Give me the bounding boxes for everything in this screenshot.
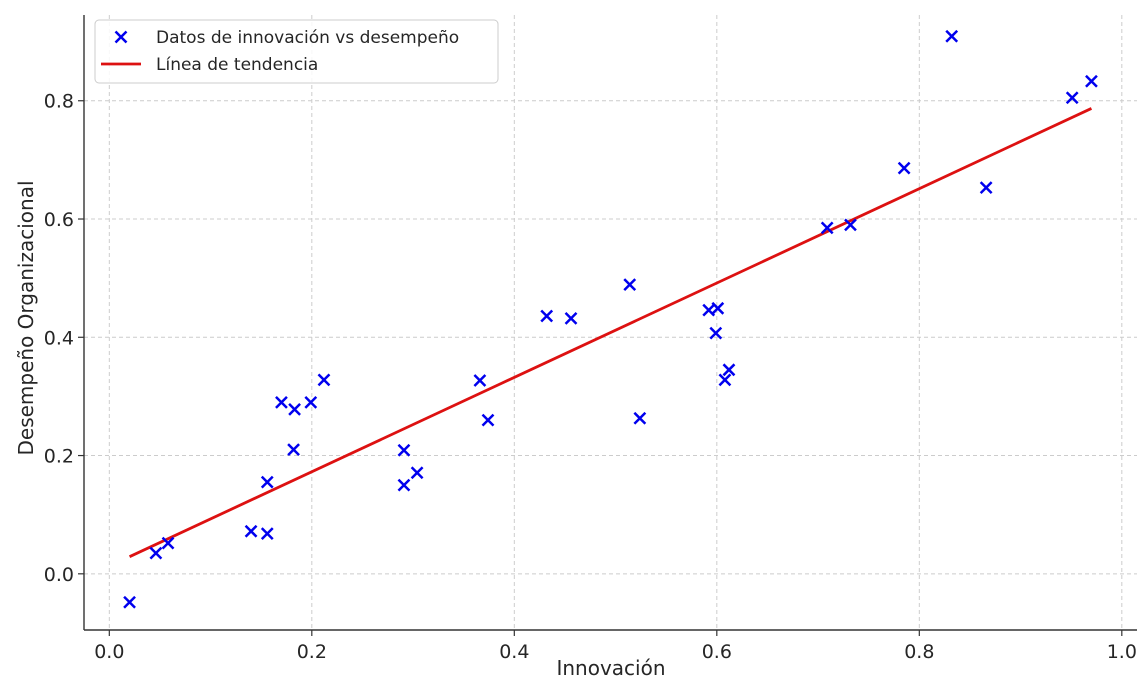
data-point <box>275 395 288 409</box>
grid <box>84 15 1137 630</box>
data-point <box>844 218 857 232</box>
x-tick-label: 0.2 <box>297 641 327 663</box>
data-point <box>397 478 411 492</box>
data-point <box>288 403 301 416</box>
y-tick-label: 0.4 <box>44 327 74 349</box>
data-point <box>945 29 959 43</box>
data-point <box>623 278 637 292</box>
x-tick-label: 1.0 <box>1107 641 1137 663</box>
legend-box <box>94 19 499 84</box>
y-axis-label: Desempeño Organizacional <box>14 180 38 455</box>
legend-label-scatter: Datos de innovación vs desempeño <box>156 28 459 48</box>
data-point <box>722 363 736 377</box>
data-point <box>711 301 725 315</box>
data-point <box>244 524 258 538</box>
data-point <box>161 536 175 550</box>
data-point <box>410 466 424 480</box>
data-point <box>397 443 411 457</box>
data-point <box>718 373 732 387</box>
x-axis-label: Innovación <box>556 656 665 680</box>
trend-line-group <box>128 107 1093 558</box>
y-tick-label: 0.8 <box>44 91 74 113</box>
data-point <box>564 311 578 325</box>
data-point <box>149 546 163 560</box>
data-point <box>304 395 318 409</box>
trend-line <box>128 107 1093 558</box>
data-point <box>709 326 723 340</box>
data-point <box>1085 74 1098 88</box>
y-tick-label: 0.2 <box>44 446 74 468</box>
data-point <box>1065 91 1079 105</box>
x-tick-label: 0.4 <box>499 641 529 663</box>
data-point <box>820 221 834 235</box>
data-point <box>540 309 554 323</box>
x-tick-label: 0.0 <box>94 641 124 663</box>
y-tick-label: 0.0 <box>44 564 74 586</box>
data-point <box>317 373 331 387</box>
x-tick-label: 0.8 <box>904 641 934 663</box>
data-point <box>979 181 993 195</box>
x-tick-label: 0.6 <box>702 641 732 663</box>
data-point <box>897 161 911 175</box>
data-point <box>473 374 487 387</box>
axes <box>83 15 1137 631</box>
data-points <box>123 29 1098 609</box>
ticks: 0.0 0.2 0.4 0.6 0.8 1.0 0.0 0.2 0.4 0.6 0.8 <box>44 91 1137 663</box>
data-point <box>123 595 136 609</box>
data-point <box>287 443 300 457</box>
legend-marker-scatter <box>114 30 128 44</box>
data-point <box>260 475 274 489</box>
data-point <box>633 411 647 425</box>
data-point <box>260 527 274 540</box>
legend: Datos de innovación vs desempeño Línea de… <box>94 19 499 84</box>
legend-label-trend: Línea de tendencia <box>156 55 318 75</box>
y-tick-label: 0.6 <box>44 209 74 231</box>
data-point <box>481 413 495 427</box>
